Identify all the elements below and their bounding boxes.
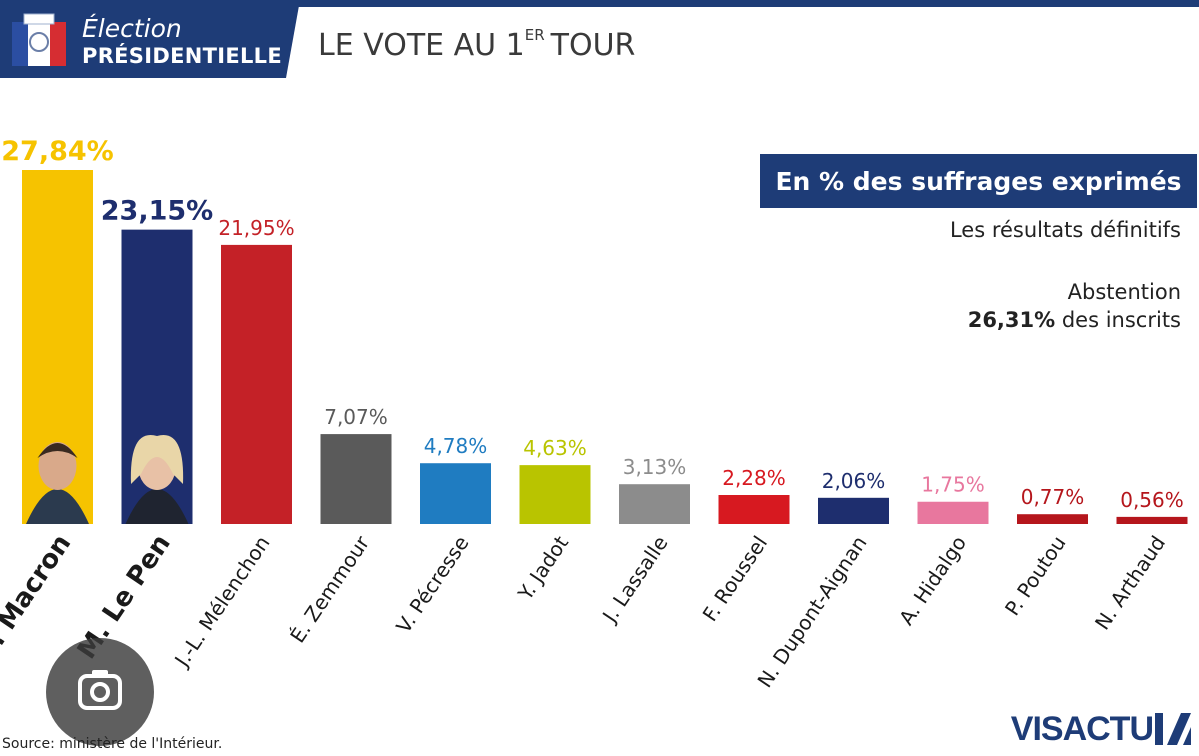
category-label-9: A. Hidalgo (894, 531, 971, 629)
bar-9 (917, 501, 989, 524)
value-label-10: 0,77% (1021, 485, 1085, 509)
category-label-8: N. Dupont-Aignan (752, 531, 871, 692)
category-label-6: J. Lassalle (597, 531, 673, 628)
value-label-2: 21,95% (218, 216, 294, 240)
category-label-3: É. Zemmour (285, 531, 374, 647)
value-label-4: 4,78% (424, 434, 488, 458)
title-main: LE VOTE AU 1 (318, 28, 525, 63)
candidate-portrait-1 (125, 435, 189, 524)
bar-4 (420, 463, 491, 524)
bar-10 (1017, 514, 1088, 524)
title-end: TOUR (550, 28, 636, 63)
category-label-2: J.-L. Mélenchon (169, 531, 275, 672)
abstention-suffix: des inscrits (1055, 308, 1181, 332)
lens-icon (78, 670, 122, 710)
image-search-badge[interactable] (46, 638, 154, 746)
brand-logo: VISACTU (1011, 710, 1193, 748)
header-presidential-text: PRÉSIDENTIELLE (82, 44, 282, 68)
bar-2 (221, 244, 292, 524)
bar-8 (818, 497, 889, 524)
category-label-11: N. Arthaud (1090, 531, 1170, 634)
header-election-text: Élection (82, 14, 182, 43)
bar-3 (320, 434, 392, 524)
value-label-6: 3,13% (623, 455, 687, 479)
bar-5 (519, 465, 591, 524)
top-band (0, 0, 1199, 7)
title-superscript: ER (524, 26, 545, 44)
value-label-3: 7,07% (324, 405, 388, 429)
category-label-5: Y. Jadot (513, 531, 574, 605)
chart-title: LE VOTE AU 1ER TOUR (318, 26, 636, 63)
category-label-4: V. Pécresse (391, 531, 473, 637)
value-label-8: 2,06% (822, 469, 886, 493)
value-label-5: 4,63% (523, 436, 587, 460)
abstention-note: 26,31% des inscrits (968, 308, 1181, 332)
value-label-9: 1,75% (921, 473, 985, 497)
results-note: Les résultats définitifs (949, 218, 1181, 242)
bar-11 (1116, 516, 1188, 524)
value-label-7: 2,28% (722, 466, 786, 490)
brand-mark-icon (1155, 713, 1191, 745)
abstention-value: 26,31% (967, 308, 1056, 332)
value-label-0: 27,84% (1, 136, 113, 167)
unit-label: En % des suffrages exprimés (775, 166, 1182, 196)
value-label-11: 0,56% (1120, 488, 1184, 512)
value-label-1: 23,15% (101, 196, 213, 227)
ballot-box-flag-icon (12, 13, 66, 66)
source-note: Source: ministère de l'Intérieur. (2, 736, 223, 752)
candidate-portrait-0 (26, 442, 89, 524)
abstention-label: Abstention (1067, 280, 1181, 304)
brand-text: VISACTU (1010, 709, 1154, 748)
bar-6 (619, 484, 690, 524)
unit-label-box: En % des suffrages exprimés (760, 154, 1197, 208)
category-label-10: P. Poutou (1000, 531, 1071, 620)
bar-7 (718, 495, 790, 524)
category-label-7: F. Roussel (698, 531, 772, 625)
